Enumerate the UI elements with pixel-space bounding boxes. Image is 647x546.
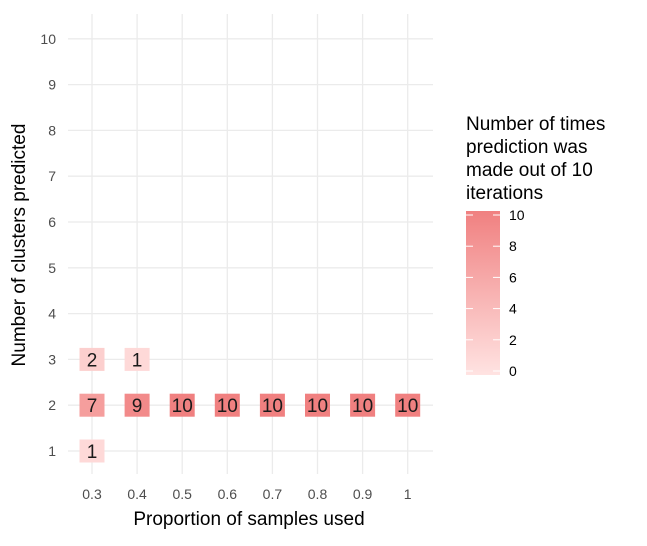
heatmap-cell <box>79 439 105 463</box>
legend-title-line-2: prediction was <box>466 137 587 158</box>
x-tick-label: 0.6 <box>218 486 238 502</box>
y-tick-label: 1 <box>48 443 56 459</box>
legend: Number of times prediction was made out … <box>466 114 605 379</box>
heatmap-cell <box>305 393 330 417</box>
heatmap-cell <box>79 393 105 417</box>
y-tick-label: 2 <box>48 397 56 413</box>
y-tick-label: 3 <box>48 351 56 367</box>
heatmap-cell <box>395 393 421 417</box>
cell-value-label: 10 <box>352 396 373 417</box>
cell-value-label: 1 <box>132 350 143 371</box>
heatmap-cell <box>124 347 150 371</box>
x-axis-title: Proportion of samples used <box>133 509 364 530</box>
legend-tick-label: 8 <box>509 238 517 254</box>
cell-value-label: 10 <box>217 396 238 417</box>
x-tick-label: 0.9 <box>353 486 373 502</box>
legend-ticks: 0 2 4 6 8 10 <box>466 207 525 379</box>
heatmap-cell <box>214 393 240 417</box>
y-axis-ticks: 1 2 3 4 5 6 7 8 9 10 <box>40 31 56 459</box>
cell-labels: 1 7 2 9 1 10 10 10 10 10 10 <box>87 350 419 463</box>
heatmap-cell <box>350 393 376 417</box>
heatmap-cell <box>259 393 285 417</box>
heatmap-cells <box>79 347 421 463</box>
x-tick-label: 0.7 <box>263 486 283 502</box>
legend-title-line-1: Number of times <box>466 114 605 135</box>
y-tick-label: 5 <box>48 260 56 276</box>
x-axis-ticks: 0.3 0.4 0.5 0.6 0.7 0.8 0.9 1 <box>82 486 412 502</box>
x-tick-label: 0.5 <box>172 486 192 502</box>
x-tick-label: 0.3 <box>82 486 102 502</box>
cell-value-label: 10 <box>262 396 283 417</box>
x-tick-label: 0.8 <box>308 486 328 502</box>
cell-value-label: 10 <box>172 396 193 417</box>
cell-value-label: 1 <box>87 442 98 463</box>
y-tick-label: 7 <box>48 168 56 184</box>
y-tick-label: 9 <box>48 77 56 93</box>
cell-value-label: 10 <box>397 396 418 417</box>
legend-tick-label: 2 <box>509 332 517 348</box>
x-tick-label: 1 <box>404 486 412 502</box>
cell-value-label: 7 <box>87 396 98 417</box>
heatmap-cell <box>79 347 105 371</box>
legend-tick-label: 4 <box>509 301 517 317</box>
cell-value-label: 10 <box>307 396 328 417</box>
heatmap-cell <box>169 393 195 417</box>
cell-value-label: 9 <box>132 396 143 417</box>
x-tick-label: 0.4 <box>127 486 147 502</box>
legend-tick-label: 10 <box>509 207 525 223</box>
y-tick-label: 10 <box>40 31 56 47</box>
y-tick-label: 8 <box>48 122 56 138</box>
y-axis-title: Number of clusters predicted <box>9 124 30 367</box>
legend-tick-label: 0 <box>509 363 517 379</box>
heatmap-cell <box>124 393 150 417</box>
y-tick-label: 4 <box>48 306 56 322</box>
legend-colorbar <box>466 211 500 375</box>
y-tick-label: 6 <box>48 214 56 230</box>
legend-tick-label: 6 <box>509 269 517 285</box>
gridlines <box>68 14 433 474</box>
legend-title-line-4: iterations <box>466 183 543 204</box>
cell-value-label: 2 <box>87 350 98 371</box>
legend-title-line-3: made out of 10 <box>466 160 593 181</box>
